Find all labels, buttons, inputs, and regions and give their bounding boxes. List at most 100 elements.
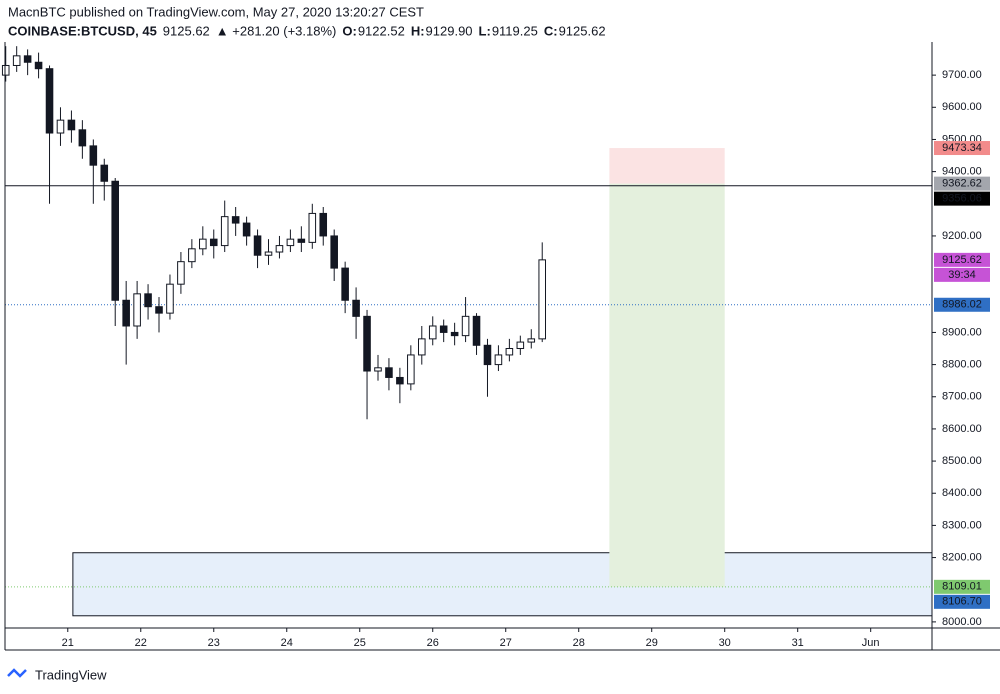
candle [396, 367, 404, 404]
candle-body [516, 341, 525, 350]
candle-body [483, 344, 492, 366]
candle [89, 139, 98, 204]
candle [308, 203, 317, 249]
y-tick-label: 8300.00 [942, 519, 982, 531]
candle-body [264, 251, 273, 256]
candle [122, 280, 130, 365]
candle-body [341, 267, 349, 301]
candle [538, 242, 547, 343]
header-text: ▲ +281.20 (+3.18%) [216, 23, 337, 38]
candle [264, 239, 273, 265]
candle-body [199, 238, 207, 250]
candle [45, 65, 54, 204]
stop-zone [609, 148, 725, 184]
candle [12, 46, 21, 72]
candle [330, 229, 338, 281]
price-label: 39:34 [934, 267, 990, 282]
chart-title: MacnBTC published on TradingView.com, Ma… [8, 4, 424, 19]
candle-body [538, 259, 547, 340]
price-label-box [934, 191, 990, 206]
x-tick-label: 31 [792, 637, 804, 649]
candle-body [144, 293, 152, 308]
y-tick-label: 9600.00 [942, 101, 982, 113]
candle-body [253, 235, 262, 256]
ohlc-label: O: [342, 23, 356, 38]
candle-body [242, 222, 251, 237]
price-label-box [934, 297, 990, 312]
candle [385, 358, 393, 391]
candle-body [45, 68, 54, 134]
candle-body [385, 367, 393, 378]
candle-body [363, 315, 371, 372]
x-tick-label: 22 [135, 637, 147, 649]
price-label: 9473.34 [934, 141, 990, 156]
candle-body [407, 354, 415, 385]
candle-body [374, 367, 382, 372]
x-tick-label: 25 [354, 637, 366, 649]
candle-body [319, 212, 328, 237]
candle-body [286, 238, 295, 247]
x-tick-label: 30 [719, 637, 731, 649]
candle-body [209, 238, 218, 247]
candle [418, 325, 426, 365]
candle [483, 338, 492, 397]
zone [72, 552, 933, 617]
candle-body [439, 325, 448, 333]
header-text: COINBASE:BTCUSD, 45 [8, 23, 157, 38]
candle [220, 200, 229, 253]
price-label-box [934, 267, 990, 282]
price-label: 8106.70 [934, 594, 990, 609]
candle-body [450, 331, 459, 337]
candle [450, 322, 459, 346]
candle-body [428, 325, 437, 340]
candle-body [166, 283, 174, 314]
candle [297, 226, 306, 253]
price-label: 8109.01 [934, 579, 990, 594]
candle-body [133, 293, 141, 327]
candle [166, 274, 174, 320]
candle-body [308, 212, 317, 243]
candle [472, 313, 481, 355]
candle-body [89, 145, 98, 166]
price-label-box [934, 594, 990, 609]
candle [516, 335, 525, 355]
candle-body [56, 119, 65, 134]
candle-body [231, 216, 240, 224]
candle-body [111, 180, 120, 301]
candle [275, 235, 284, 259]
candle-body [505, 348, 514, 356]
x-tick-label: 21 [62, 637, 74, 649]
candle-body [188, 248, 196, 263]
price-label-text: 8986.02 [942, 299, 982, 311]
candle [155, 297, 163, 333]
candle [67, 110, 76, 143]
countdown: 39:34 [948, 269, 976, 281]
candle-body [67, 119, 76, 131]
ohlc-label: L: [479, 23, 491, 38]
candle [188, 239, 196, 269]
candle-body [275, 245, 284, 253]
candle-body [396, 376, 404, 385]
candle-body [155, 306, 163, 314]
candle [199, 226, 207, 256]
price-label: 9125.62 [934, 252, 990, 267]
price-label-text: 9125.62 [942, 254, 982, 266]
candle [78, 120, 87, 159]
y-tick-label: 8200.00 [942, 551, 982, 563]
brand-name: TradingView [35, 667, 107, 682]
ohlc-value: 9125.62 [559, 23, 606, 38]
candle-body [100, 164, 109, 182]
x-tick-label: 24 [281, 637, 293, 649]
candle-body [418, 338, 426, 356]
candle-body [23, 55, 32, 63]
candle-body [494, 354, 503, 366]
candle-body [34, 61, 43, 70]
candle-body [1, 64, 10, 76]
candle [494, 345, 503, 372]
candle-body [177, 261, 185, 285]
y-tick-label: 8500.00 [942, 455, 982, 467]
candle-body [220, 216, 229, 247]
x-tick-label: Jun [862, 637, 880, 649]
y-tick-label: 8900.00 [942, 326, 982, 338]
